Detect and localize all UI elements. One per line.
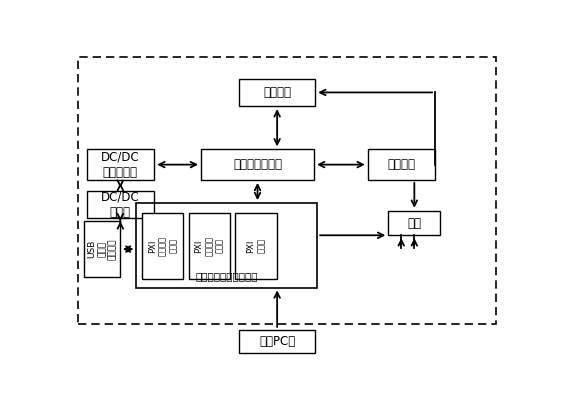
Text: 上位PC机: 上位PC机 xyxy=(259,335,295,348)
Bar xyxy=(201,149,314,180)
Bar xyxy=(78,57,496,324)
Bar xyxy=(87,149,154,180)
Bar xyxy=(87,191,154,218)
Bar xyxy=(239,79,315,106)
Bar xyxy=(368,149,435,180)
Bar xyxy=(189,213,230,279)
Bar xyxy=(84,221,120,277)
Text: USB
测试仪
接口模块: USB 测试仪 接口模块 xyxy=(87,238,117,260)
Text: DC/DC
变换器夹具: DC/DC 变换器夹具 xyxy=(101,151,140,179)
Bar xyxy=(137,203,317,288)
Bar xyxy=(388,211,441,235)
Bar xyxy=(142,213,183,279)
Text: 网关: 网关 xyxy=(407,217,422,229)
Text: 电子负载: 电子负载 xyxy=(387,158,415,171)
Text: 便携集成采集控制设备: 便携集成采集控制设备 xyxy=(196,271,258,281)
Text: 程控电源: 程控电源 xyxy=(263,86,291,99)
Text: 信号控制接线盒: 信号控制接线盒 xyxy=(233,158,282,171)
Text: PXI
采集板: PXI 采集板 xyxy=(246,238,266,253)
Text: PXI
高速采集
模拟板: PXI 高速采集 模拟板 xyxy=(194,236,224,256)
Text: DC/DC
变换器: DC/DC 变换器 xyxy=(101,191,140,219)
Text: PXI
实时控制
控制器: PXI 实时控制 控制器 xyxy=(148,236,178,256)
Bar xyxy=(235,213,277,279)
Bar xyxy=(239,330,315,353)
